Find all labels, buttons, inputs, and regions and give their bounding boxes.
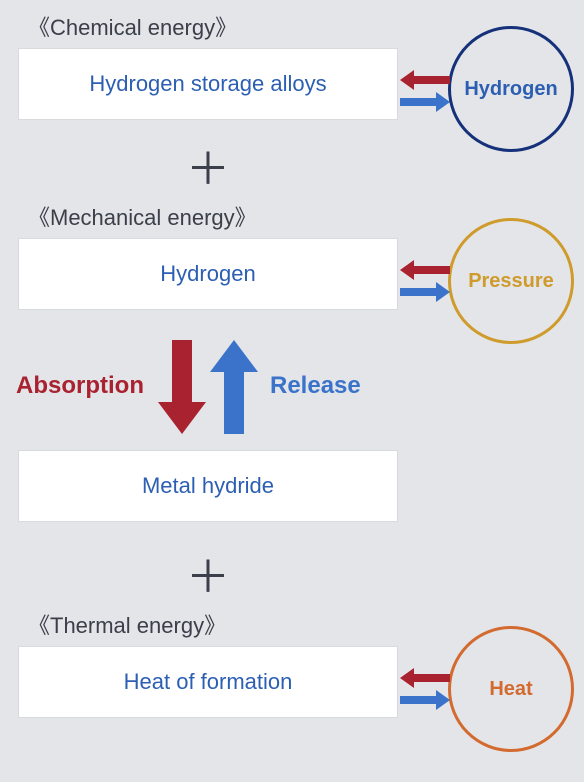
hydride-box: Metal hydride: [18, 450, 398, 522]
plus-2: ＋: [0, 556, 584, 600]
chemical-box: Hydrogen storage alloys: [18, 48, 398, 120]
hydrogen-circle: Hydrogen: [448, 26, 574, 152]
thermal-box-text: Heat of formation: [124, 669, 293, 695]
arrow-left-icon: [400, 260, 450, 280]
arrow-left-icon: [400, 70, 450, 90]
mechanical-box-text: Hydrogen: [160, 261, 255, 287]
thermal-box: Heat of formation: [18, 646, 398, 718]
pressure-circle-text: Pressure: [468, 270, 554, 293]
chemical-arrows: [400, 70, 450, 112]
release-arrow-icon: [210, 340, 258, 434]
heat-circle-text: Heat: [489, 678, 532, 701]
hydrogen-circle-text: Hydrogen: [464, 78, 557, 101]
arrow-left-icon: [400, 668, 450, 688]
chemical-box-text: Hydrogen storage alloys: [89, 71, 326, 97]
thermal-arrows: [400, 668, 450, 710]
arrow-right-icon: [400, 690, 450, 710]
absorption-arrow-icon: [158, 340, 206, 434]
release-label: Release: [270, 372, 361, 400]
process-arrows: Absorption Release: [0, 340, 584, 434]
heat-circle: Heat: [448, 626, 574, 752]
hydride-section: Metal hydride: [0, 450, 584, 522]
arrow-right-icon: [400, 282, 450, 302]
arrow-right-icon: [400, 92, 450, 112]
hydride-box-text: Metal hydride: [142, 473, 274, 499]
plus-1: ＋: [0, 148, 584, 192]
mechanical-arrows: [400, 260, 450, 302]
absorption-label: Absorption: [16, 372, 144, 400]
pressure-circle: Pressure: [448, 218, 574, 344]
mechanical-box: Hydrogen: [18, 238, 398, 310]
